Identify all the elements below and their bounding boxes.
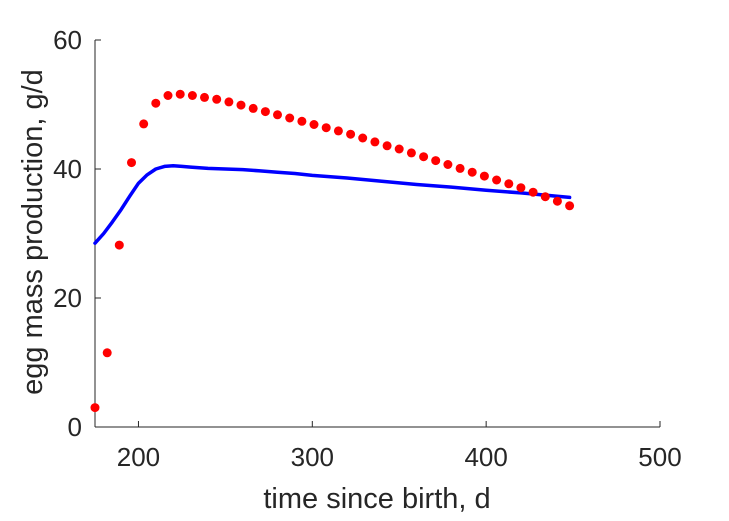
data-point bbox=[321, 123, 331, 133]
y-axis-title: egg mass production, g/d bbox=[17, 69, 49, 395]
data-point bbox=[309, 120, 319, 129]
data-point bbox=[528, 187, 538, 197]
data-point bbox=[565, 201, 575, 211]
data-point bbox=[394, 144, 404, 154]
data-point bbox=[431, 156, 441, 166]
data-point bbox=[163, 91, 173, 100]
data-point bbox=[248, 103, 258, 113]
data-point bbox=[382, 141, 392, 151]
data-point bbox=[236, 100, 246, 110]
data-point bbox=[406, 148, 416, 158]
data-point bbox=[90, 403, 100, 413]
x-axis-ticks: 200 300 400 500 bbox=[117, 421, 682, 472]
data-point bbox=[333, 126, 343, 136]
data-point bbox=[273, 110, 282, 120]
data-point bbox=[504, 179, 514, 189]
data-point bbox=[102, 348, 112, 358]
data-point bbox=[297, 116, 307, 126]
y-tick-label: 20 bbox=[53, 283, 82, 313]
data-point bbox=[552, 196, 562, 206]
data-point bbox=[175, 89, 185, 99]
data-point bbox=[540, 192, 550, 202]
data-point bbox=[479, 171, 489, 181]
y-tick-label: 40 bbox=[53, 154, 82, 184]
x-tick-label: 200 bbox=[117, 442, 160, 472]
data-point bbox=[516, 183, 526, 193]
data-point bbox=[139, 119, 149, 129]
model-curve-layer bbox=[93, 164, 572, 245]
x-tick-label: 400 bbox=[464, 442, 507, 472]
y-axis-ticks: 0 20 40 60 bbox=[53, 25, 101, 442]
data-point bbox=[114, 240, 124, 250]
data-point bbox=[212, 94, 222, 104]
data-point bbox=[187, 91, 197, 100]
y-tick-label: 0 bbox=[68, 412, 82, 442]
data-point bbox=[467, 167, 477, 177]
data-point bbox=[358, 133, 368, 143]
y-tick-label: 60 bbox=[53, 25, 82, 55]
data-point bbox=[224, 97, 234, 107]
data-point bbox=[419, 152, 429, 162]
data-point bbox=[200, 92, 209, 102]
x-axis-title: time since birth, d bbox=[263, 483, 490, 515]
data-point bbox=[443, 160, 453, 169]
data-point bbox=[151, 98, 161, 108]
data-points-layer bbox=[90, 89, 575, 413]
data-point bbox=[285, 113, 295, 123]
data-point bbox=[127, 158, 136, 168]
data-point bbox=[370, 137, 380, 147]
model-curve bbox=[93, 164, 572, 245]
x-tick-label: 500 bbox=[638, 442, 681, 472]
data-point bbox=[492, 175, 502, 185]
axes bbox=[94, 40, 660, 428]
data-point bbox=[455, 163, 465, 173]
data-point bbox=[346, 129, 356, 139]
data-point bbox=[260, 107, 270, 117]
x-tick-label: 300 bbox=[291, 442, 334, 472]
